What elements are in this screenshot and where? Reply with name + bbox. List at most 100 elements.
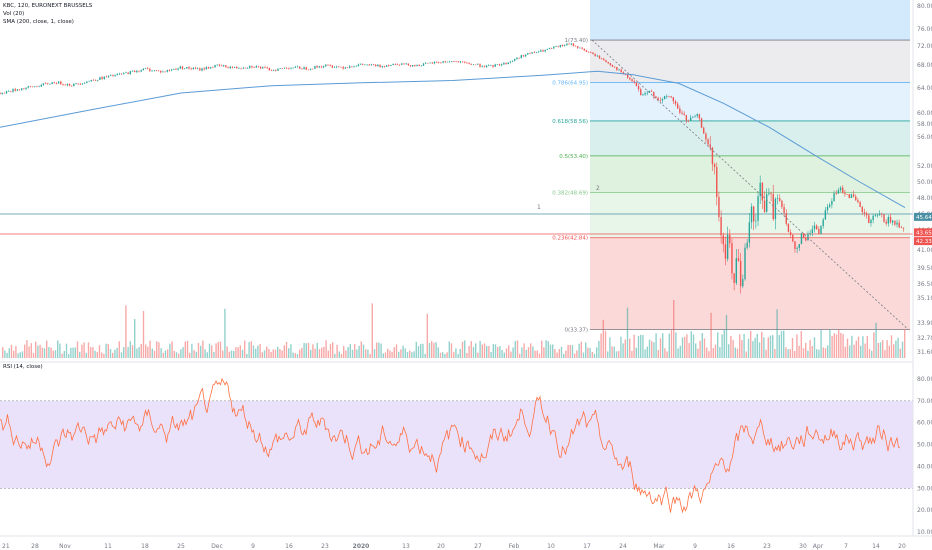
candle-body [379,64,381,67]
candle-body [277,68,279,71]
volume-bar [54,350,57,358]
candle-body [53,82,55,84]
candle-body [366,64,368,66]
price-axis[interactable]: 80.00 76.00 72.00 68.00 64.00 60.00 58.00 56.00… [912,0,932,536]
annotation-2: 2 [596,185,600,192]
candle-body [44,83,47,84]
candle-body [183,68,186,70]
time-tick-label: 11 [104,543,112,550]
volume-bar [453,352,455,358]
candle-body [401,63,403,65]
volume-bar [274,349,277,358]
price-tick-label: 56.00 [917,134,932,141]
volume-bar [112,352,114,358]
candle-body [149,68,151,71]
candle-body [283,67,286,69]
fib-zone-5 [590,237,910,330]
volume-bar [464,340,466,358]
volume-bar [272,349,274,358]
volume-bar [657,350,659,358]
volume-bar [681,337,684,358]
volume-bar [338,351,340,358]
rsi-band [0,400,913,489]
candle-body [218,64,221,66]
candle-body [70,85,73,87]
candle-body [763,200,766,212]
rsi-title: RSI (14, close) [3,364,43,370]
volume-bar [402,345,404,358]
price-tick-label: 76.00 [917,26,932,33]
candle-body [796,247,798,249]
rsi-axis[interactable]: 80.00 70.00 60.00 50.00 40.00 30.00 20.00 10.00 [917,376,932,536]
volume-bar [747,338,750,358]
volume-bar [868,349,871,358]
volume-bar [851,335,853,358]
candle-body [544,49,546,52]
candle-body [835,193,837,194]
volume-bar [743,333,745,358]
main-legend: KBC, 120, EURONEXT BRUSSELS Vol (20) SMA… [3,2,92,26]
volume-bar [13,350,15,358]
time-axis[interactable]: 21 28 Nov 11 18 25 Dec 9 16 23 2020 13 20 27 Feb 10 17 24… [0,535,932,550]
candle-body [305,67,307,70]
volume-bar [101,352,103,358]
volume-bar [235,347,237,358]
volume-bar [404,348,406,358]
fib-label-4: 0.382(48.69) [552,190,588,196]
volume-bar [860,345,862,358]
volume-bar [461,341,464,358]
candle-body [140,70,142,72]
volume-bar [4,350,6,358]
volume-bar [774,349,776,358]
candle-body [255,66,257,68]
candle-body [527,53,529,55]
volume-bar [354,344,356,358]
volume-bar [360,341,362,358]
volume-bar [391,351,393,358]
candle-body [689,117,692,121]
volume-bar [200,345,202,358]
candle-body [811,229,814,233]
candle-body [705,133,707,140]
candle-body [259,66,262,69]
candle-body [533,52,536,53]
volume-bar [83,342,85,358]
time-tick-label: 20 [898,543,906,550]
candle-body [118,73,121,75]
candle-body [301,68,303,70]
volume-bar [28,346,30,358]
candle-body [855,196,857,201]
trend-line[interactable] [591,39,909,330]
volume-bar [519,353,521,358]
candle-body [583,48,585,51]
candle-body [309,68,312,70]
volume-bar [508,345,510,358]
volume-bar [455,348,457,358]
volume-bar [692,334,695,358]
price-tick-label: 31.60 [917,349,932,356]
volume-bar [162,352,164,358]
candle-body [600,58,603,59]
candle-body [49,84,51,85]
candle-body [388,65,390,66]
volume-bar [602,319,604,358]
volume-bar [204,349,206,358]
candle-body [333,67,336,68]
volume-bar [732,340,734,358]
volume-bar [384,352,387,358]
price-tick-label: 36.50 [917,281,932,288]
candle-body [590,52,592,53]
candle-body [748,222,751,243]
volume-bar [270,351,272,358]
volume-bar [723,329,725,358]
volume-bar [503,352,505,358]
candle-body [157,70,160,72]
candle-body [750,206,753,223]
volume-bar [94,350,96,358]
volume-bar [332,342,334,358]
fib-label-6: 0(33.37) [564,328,588,334]
candle-body [581,47,583,49]
candle-body [68,83,71,86]
candle-body [557,46,559,48]
